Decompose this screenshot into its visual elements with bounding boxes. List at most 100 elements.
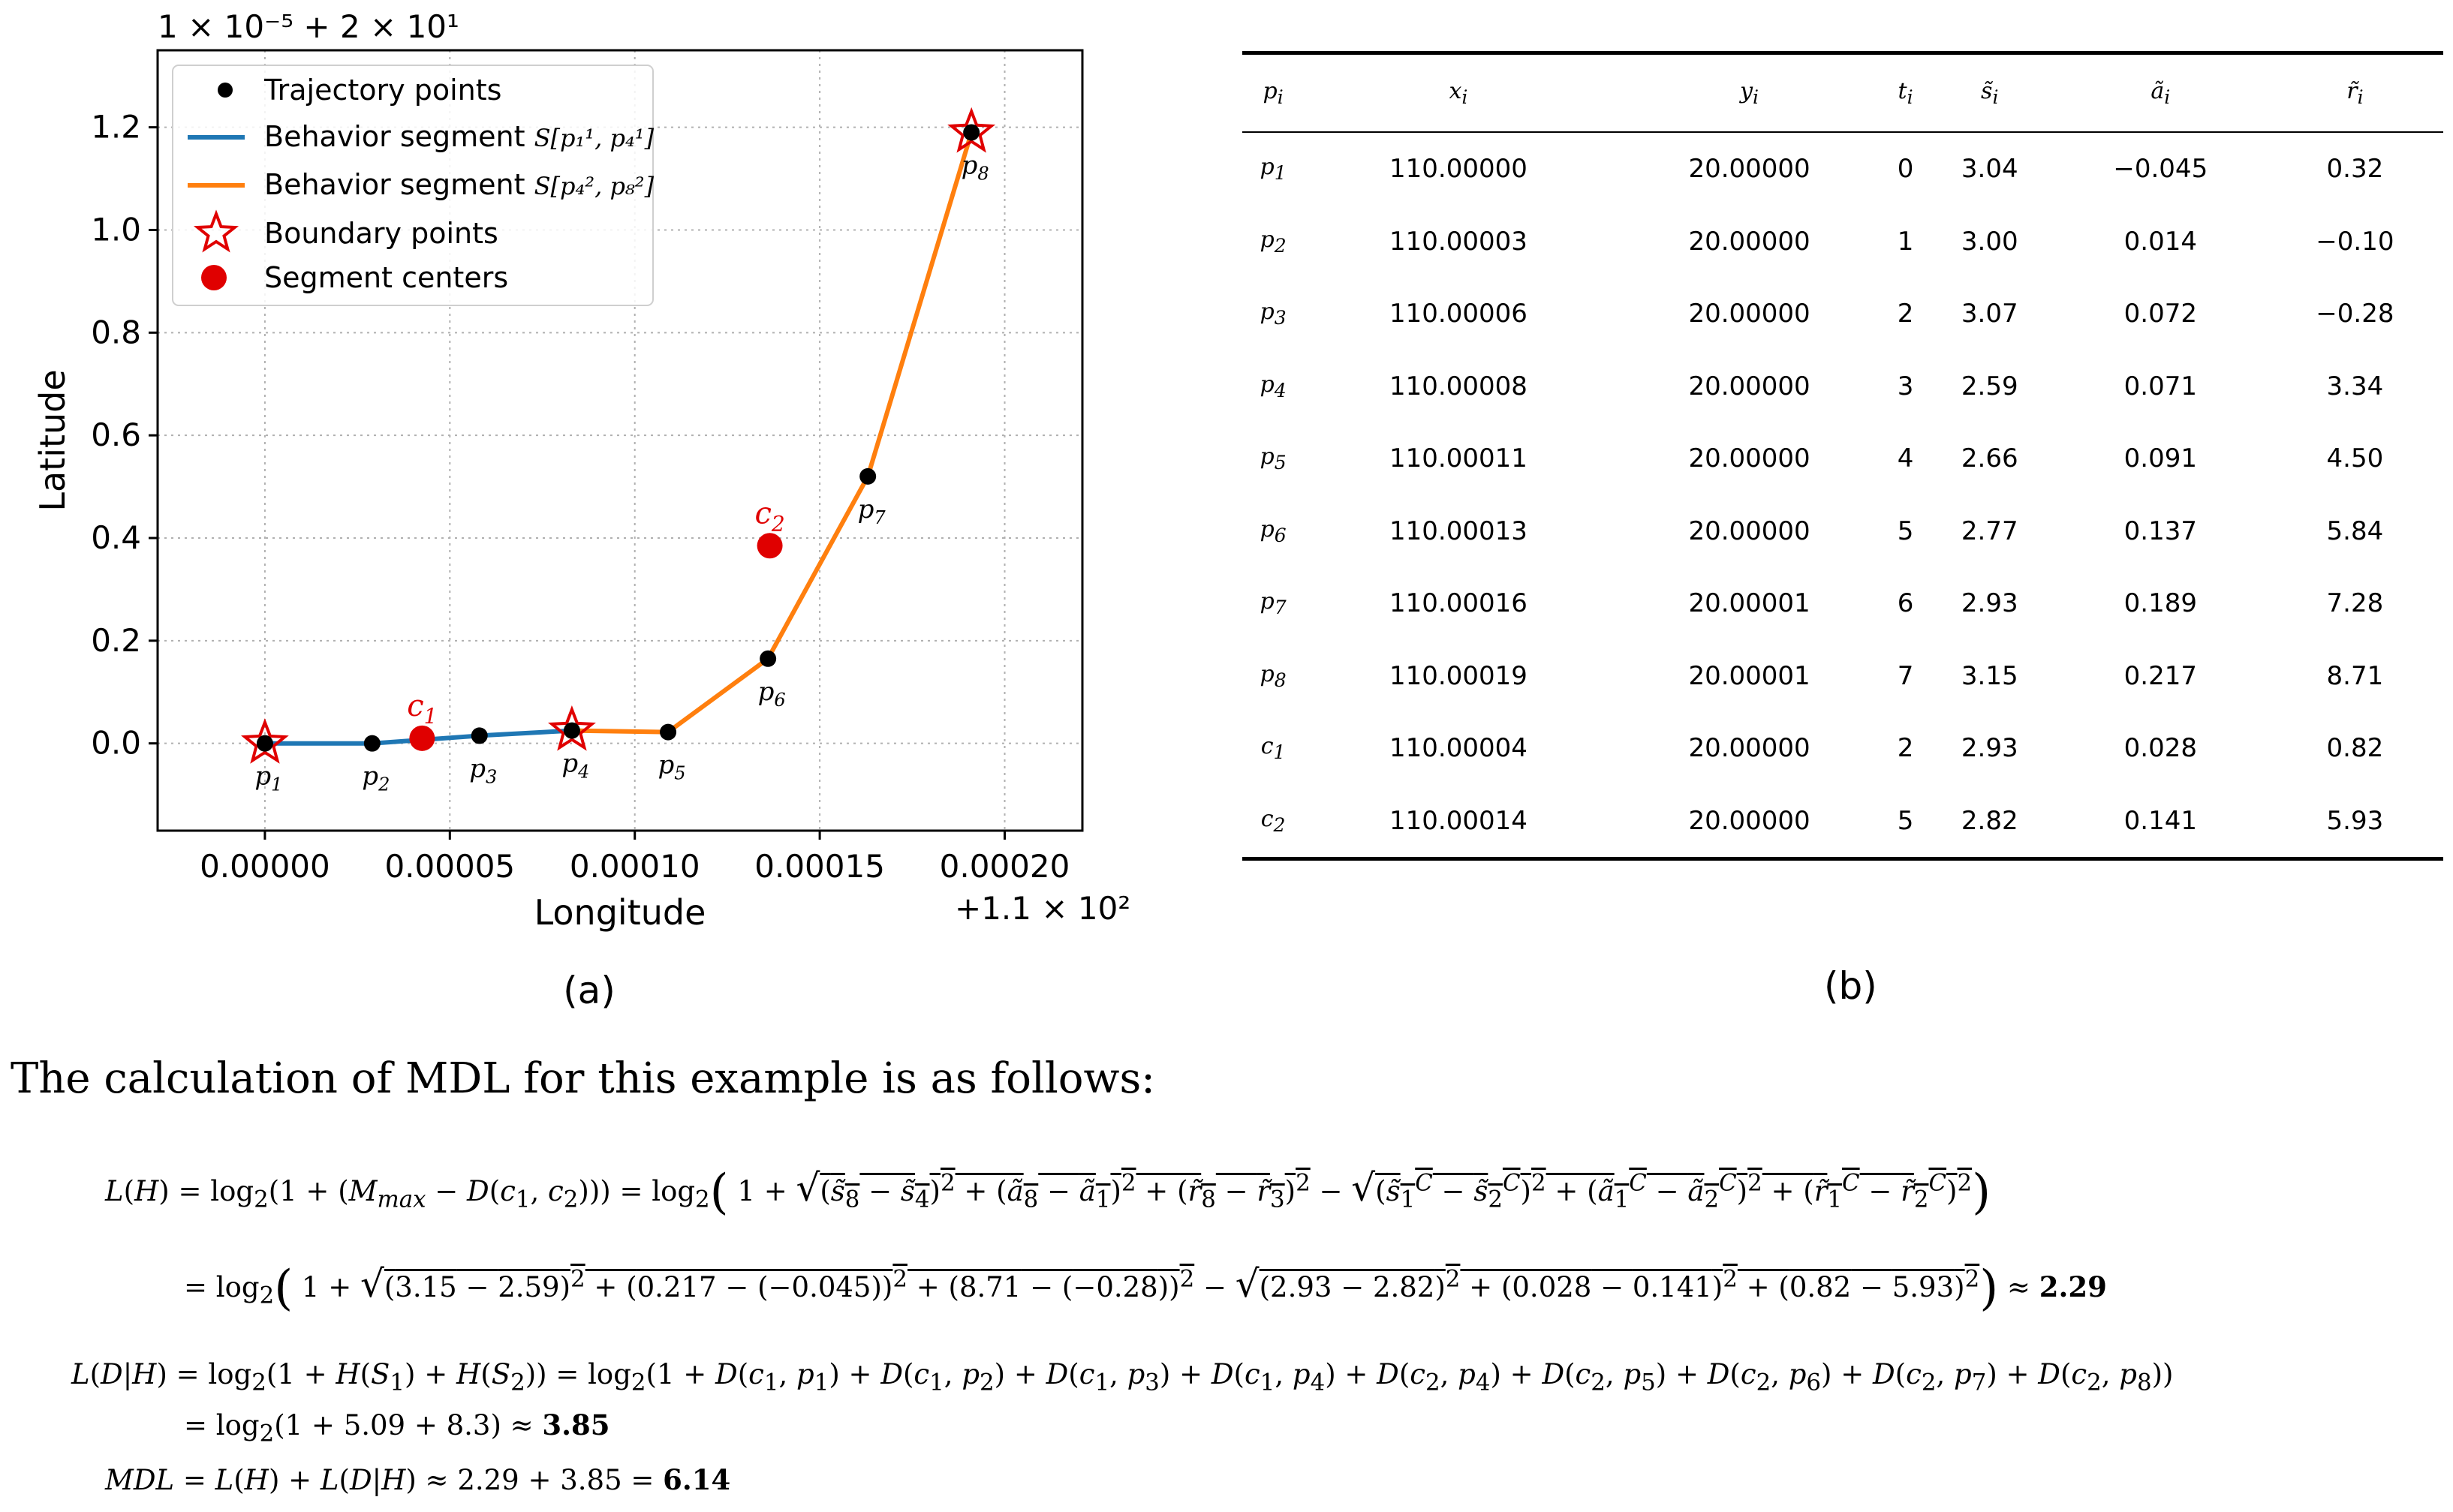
header-x: xi	[1304, 51, 1613, 133]
x-tick-label: 0.00010	[570, 848, 700, 885]
trajectory-point-p4	[563, 722, 580, 739]
cell-s: 2.93	[1961, 733, 2018, 764]
cell-point: p8	[1260, 660, 1287, 691]
figure-caption-b: (b)	[1824, 964, 1877, 1008]
cell-y: 20.00000	[1688, 299, 1810, 329]
boundary-star-icon	[241, 718, 289, 764]
header-s: s̃i	[1925, 51, 2054, 133]
cell-x: 110.00003	[1389, 226, 1527, 257]
y-tick-label: 0.6	[91, 416, 141, 453]
point-label-p8: p8	[962, 150, 989, 184]
header-t: ti	[1886, 51, 1925, 133]
cell-point: p1	[1260, 154, 1287, 185]
cell-a: 0.141	[2054, 784, 2267, 861]
cell-x: 110.00011	[1389, 443, 1527, 474]
cell-s: 2.82	[1925, 784, 2054, 861]
table-row: p8 110.00019 20.00001 7 3.15 0.217 8.71	[1242, 640, 2443, 713]
offset-top-label: 1 × 10⁻⁵ + 2 × 10¹	[158, 8, 459, 45]
cell-x: 110.00008	[1389, 371, 1527, 401]
formula-lh-line1: L(H) = log2(1 + (Mmax − D(c1, c2))) = lo…	[105, 1165, 1991, 1220]
plot-frame	[156, 49, 1084, 832]
legend-center-label: Segment centers	[264, 261, 508, 294]
trajectory-point-p1	[256, 735, 273, 752]
cell-s: 3.04	[1961, 154, 2018, 185]
cell-t: 5	[1897, 516, 1914, 546]
cell-t: 0	[1897, 154, 1914, 185]
cell-a: −0.045	[2113, 154, 2208, 185]
cell-y: 20.00000	[1612, 784, 1886, 861]
cell-point: c2	[1242, 784, 1305, 861]
cell-t: 2	[1897, 733, 1914, 764]
boundary-star-icon	[947, 107, 996, 153]
y-tick-label: 1.2	[91, 109, 141, 146]
trajectory-point-p2	[363, 735, 381, 752]
cell-point: p3	[1260, 299, 1287, 329]
table-row: p5 110.00011 20.00000 4 2.66 0.091 4.50	[1242, 422, 2443, 495]
cell-point: p2	[1260, 226, 1287, 257]
cell-t: 4	[1897, 443, 1914, 474]
y-axis-title: Latitude	[32, 369, 73, 511]
cell-r: −0.10	[2316, 226, 2394, 257]
grid-layer	[158, 50, 1082, 831]
header-p: pi	[1242, 51, 1305, 133]
y-tick-label: 0.2	[91, 622, 141, 659]
cell-y: 20.00000	[1688, 371, 1810, 401]
table-row: p2 110.00003 20.00000 1 3.00 0.014 −0.10	[1242, 206, 2443, 278]
header-y: yi	[1612, 51, 1886, 133]
cell-x: 110.00006	[1389, 299, 1527, 329]
trajectory-chart: 0.00000 0.00005 0.00010 0.00015 0.00020 0.0 0.…	[32, 8, 1130, 1012]
x-tick-label: 0.00020	[940, 848, 1070, 885]
cell-r: 7.28	[2326, 588, 2384, 619]
point-label-p3: p3	[469, 753, 497, 787]
mdl-intro-text: The calculation of MDL for this example …	[11, 1054, 1156, 1103]
tick-layer: 0.00000 0.00005 0.00010 0.00015 0.00020 0.0 0.…	[91, 109, 1070, 885]
legend-trajectory-marker	[218, 83, 233, 98]
cell-point: p4	[1260, 371, 1287, 401]
legend-boundary-label: Boundary points	[264, 217, 498, 250]
x-axis-title: Longitude	[534, 892, 706, 933]
table-row: p3 110.00006 20.00000 2 3.07 0.072 −0.28	[1242, 278, 2443, 350]
y-tick-label: 0.8	[91, 314, 141, 350]
center-label-c1: c1	[407, 689, 437, 729]
cell-t: 1	[1897, 226, 1914, 257]
offset-bottom-label: +1.1 × 10²	[955, 890, 1130, 927]
cell-y: 20.00000	[1688, 154, 1810, 185]
cell-s: 2.93	[1961, 588, 2018, 619]
formula-mdl: MDL = L(H) + L(D|H) ≈ 2.29 + 3.85 = 6.14	[105, 1463, 731, 1496]
trajectory-point-p3	[471, 727, 488, 744]
legend-center-marker	[201, 265, 227, 290]
formula-ldh-line2: = log2(1 + 5.09 + 8.3) ≈ 3.85	[184, 1408, 610, 1447]
cell-a: 0.189	[2123, 588, 2197, 619]
y-tick-label: 1.0	[91, 211, 141, 248]
cell-r: 4.50	[2326, 443, 2384, 474]
cell-y: 20.00000	[1688, 516, 1810, 546]
cell-x: 110.00016	[1389, 588, 1527, 619]
cell-r: 3.34	[2326, 371, 2384, 401]
y-tick-label: 0.4	[91, 519, 141, 556]
table-row: p6 110.00013 20.00000 5 2.77 0.137 5.84	[1242, 495, 2443, 568]
point-label-layer: c1 c2 p1 p2 p3 p4 p5 p6 p7 p8	[254, 150, 989, 795]
cell-s: 3.00	[1961, 226, 2018, 257]
cell-a: 0.028	[2123, 733, 2197, 764]
cell-x: 110.00019	[1389, 660, 1527, 691]
cell-r: 0.82	[2326, 733, 2384, 764]
point-label-p2: p2	[362, 762, 390, 795]
cell-s: 3.15	[1961, 660, 2018, 691]
cell-t: 5	[1886, 784, 1925, 861]
cell-y: 20.00000	[1688, 226, 1810, 257]
cell-r: 5.93	[2266, 784, 2443, 861]
x-tick-label: 0.00005	[384, 848, 515, 885]
trajectory-point-p5	[660, 723, 677, 741]
x-tick-label: 0.00000	[200, 848, 330, 885]
legend-trajectory-label: Trajectory points	[263, 74, 501, 107]
cell-r: −0.28	[2316, 299, 2394, 329]
cell-x: 110.00000	[1389, 154, 1527, 185]
legend-segment-2-label: Behavior segment S[p₄², p₈²]	[264, 168, 655, 201]
cell-a: 0.014	[2123, 226, 2197, 257]
point-label-p5: p5	[658, 750, 686, 784]
point-label-p7: p7	[858, 494, 886, 528]
table-row: p1 110.00000 20.00000 0 3.04 −0.045 0.32	[1242, 132, 2443, 206]
table-row: c2 110.00014 20.00000 5 2.82 0.141 5.93	[1242, 784, 2443, 861]
cell-t: 3	[1897, 371, 1914, 401]
cell-s: 2.77	[1961, 516, 2018, 546]
